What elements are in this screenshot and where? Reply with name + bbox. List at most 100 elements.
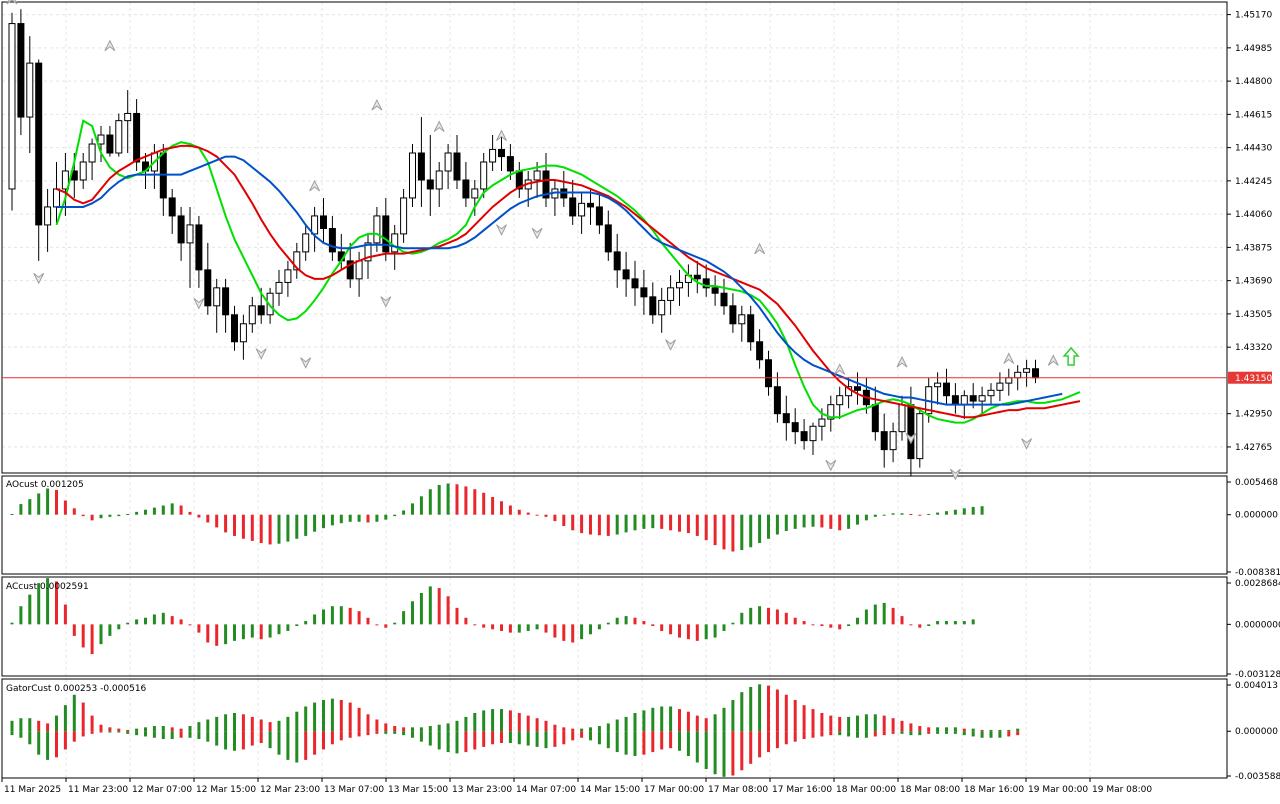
ac-label: ACcust 0.0002591: [6, 582, 89, 592]
price-tick-label: 1.43505: [1235, 310, 1272, 320]
ao-panel[interactable]: 0.005468 0.000000 -0.008381 AOcust 0.00120…: [6, 478, 1280, 578]
gator-upper-bar: [286, 716, 290, 732]
ac-bar: [482, 624, 486, 628]
gator-upper-bar: [571, 728, 575, 732]
ac-bar: [891, 607, 895, 625]
ac-bar: [544, 624, 548, 633]
ac-panel[interactable]: 0.0028684 0.0000000 -0.0031283 ACcust 0.00…: [6, 578, 1280, 680]
bear-candle: [222, 287, 230, 316]
gator-upper-bar: [99, 724, 103, 732]
gator-upper-bar: [1007, 729, 1011, 732]
gator-lower-bar: [366, 731, 370, 736]
bull-candle: [738, 314, 746, 325]
bear-candle: [133, 112, 141, 163]
gator-lower-bar: [339, 731, 343, 741]
ac-bar: [731, 622, 735, 625]
gator-lower-bar: [81, 731, 85, 737]
gator-lower-bar: [571, 731, 575, 741]
ao-bar: [669, 514, 673, 531]
bear-candle: [765, 359, 772, 388]
bull-candle: [26, 62, 34, 118]
bear-candle: [231, 314, 238, 343]
bear-candle: [195, 224, 203, 271]
gator-upper-bar: [829, 715, 833, 732]
ac-bar: [758, 606, 762, 625]
bull-candle: [124, 112, 132, 122]
bull-candle: [284, 269, 292, 283]
gator-upper-bar: [428, 726, 432, 732]
gator-upper-bar: [215, 716, 219, 732]
fractal-down-marker: [1021, 438, 1033, 450]
ac-bar: [215, 624, 219, 646]
bull-candle: [364, 242, 372, 262]
gator-histogram: [10, 684, 1020, 777]
ac-bar: [793, 617, 797, 625]
gator-upper-bar: [731, 699, 735, 732]
ao-bar: [936, 512, 940, 515]
gator-lower-bar: [722, 731, 726, 777]
fractal-down-marker: [905, 432, 917, 445]
gator-lower-bar: [909, 731, 913, 736]
alligator-lines: [55, 119, 1081, 424]
bear-candle: [613, 251, 621, 271]
gator-upper-bar: [980, 729, 984, 732]
gator-lower-bar: [856, 731, 859, 738]
gator-upper-bar: [704, 718, 708, 732]
gator-lower-bar: [1016, 731, 1020, 736]
ac-bar: [704, 624, 708, 640]
gator-upper-bar: [838, 716, 842, 732]
ao-bar: [633, 514, 637, 531]
gator-lower-bar: [37, 731, 41, 755]
gator-panel[interactable]: 0.004013 0.000000 -0.003588 GatorCust 0.00…: [6, 681, 1280, 782]
gator-lower-bar: [731, 731, 735, 776]
ac-axis: 0.0028684 0.0000000 -0.0031283: [1227, 579, 1280, 680]
ao-bar: [90, 514, 94, 521]
bear-candle: [756, 341, 764, 361]
ao-bar: [161, 505, 165, 515]
gator-lower-bar: [19, 731, 23, 738]
ac-tick-label: 0.0000000: [1235, 620, 1280, 630]
price-panel[interactable]: 1.45170 1.44985 1.44800 1.44615 1.44430 1.442…: [2, 0, 1272, 481]
gator-lower-bar: [500, 731, 503, 743]
gator-lower-bar: [562, 731, 566, 745]
ao-bar: [526, 512, 530, 515]
gator-lower-bar: [411, 731, 414, 738]
ac-bar: [117, 624, 121, 630]
ao-bar: [767, 514, 770, 539]
ac-bar: [188, 624, 192, 626]
bull-candle: [8, 23, 16, 190]
time-tick-label: 18 Mar 00:00: [836, 785, 896, 795]
bull-candle: [53, 188, 60, 208]
gator-lower-bar: [179, 731, 183, 738]
gator-lower-bar: [802, 731, 806, 740]
ao-bar: [829, 514, 833, 529]
gator-lower-bar: [402, 731, 406, 736]
bear-candle: [729, 305, 737, 325]
gator-lower-bar: [241, 731, 245, 750]
gator-upper-bar: [615, 719, 619, 732]
ao-bar: [28, 499, 32, 515]
gator-lower-bar: [633, 731, 637, 756]
price-tick-label: 1.43690: [1235, 277, 1272, 287]
gator-upper-bar: [775, 689, 779, 732]
ac-bar: [553, 624, 557, 638]
gator-lower-bar: [455, 731, 459, 754]
ac-bar: [971, 619, 975, 625]
bear-candle: [871, 404, 879, 433]
gator-lower-bar: [508, 731, 512, 743]
bull-candle: [471, 188, 479, 199]
bear-candle: [498, 148, 505, 158]
gator-upper-bar: [695, 715, 699, 732]
ac-bar: [366, 617, 370, 625]
ao-bar: [250, 514, 254, 541]
ao-bar: [589, 514, 592, 535]
gator-upper-bar: [856, 715, 859, 732]
bear-candle: [969, 395, 977, 402]
gator-upper-bar: [322, 699, 325, 732]
ao-bar: [393, 514, 397, 517]
ao-bar: [722, 514, 726, 550]
gator-lower-bar: [55, 731, 58, 758]
bull-candle: [444, 152, 452, 172]
